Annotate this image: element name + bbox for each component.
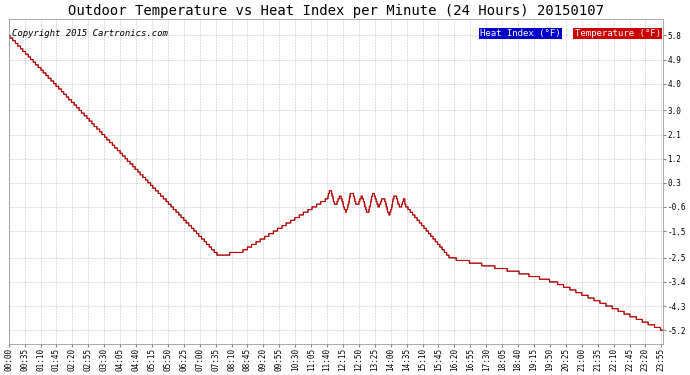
Text: Temperature (°F): Temperature (°F) [575, 29, 661, 38]
Text: Copyright 2015 Cartronics.com: Copyright 2015 Cartronics.com [12, 29, 168, 38]
Text: Heat Index (°F): Heat Index (°F) [480, 29, 560, 38]
Title: Outdoor Temperature vs Heat Index per Minute (24 Hours) 20150107: Outdoor Temperature vs Heat Index per Mi… [68, 4, 604, 18]
